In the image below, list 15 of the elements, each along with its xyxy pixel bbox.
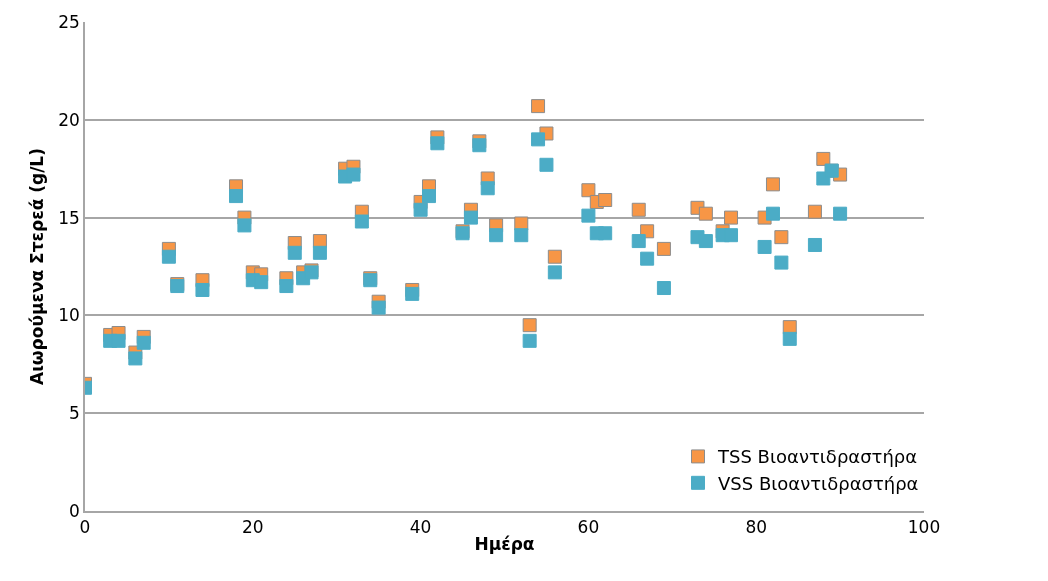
- x-tick-label: 20: [241, 517, 264, 538]
- x-axis-title: Ημέρα: [474, 534, 535, 555]
- x-tick-label: 80: [745, 517, 768, 538]
- y-tick-label: 0: [69, 500, 80, 521]
- y-tick-label: 20: [58, 109, 80, 130]
- legend-label: TSS Βιοαντιδραστήρα: [717, 446, 918, 468]
- y-tick-label: 15: [58, 207, 80, 228]
- x-tick-label: 40: [409, 517, 432, 538]
- x-tick-label: 100: [907, 517, 941, 538]
- y-tick-label: 25: [58, 11, 80, 32]
- x-tick-label: 60: [577, 517, 600, 538]
- y-axis-title: Αιωρούμενα Στερεά (g/L): [27, 148, 48, 385]
- legend-label: VSS Βιοαντιδραστήρα: [718, 472, 919, 494]
- y-tick-label: 10: [58, 305, 80, 326]
- y-tick-label: 5: [69, 403, 80, 424]
